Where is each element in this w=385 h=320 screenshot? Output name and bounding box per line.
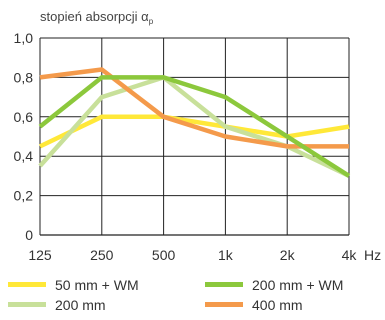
x-tick-label: 4k: [342, 247, 358, 263]
series-line: [39, 114, 350, 149]
y-axis-label: stopień absorpcji αp: [40, 9, 154, 26]
legend: 50 mm + WM 200 mm + WM 200 mm 400 mm: [8, 277, 343, 313]
series-lines: [38, 67, 351, 178]
legend-swatch: [205, 282, 243, 287]
chart-grid: [39, 37, 350, 236]
chart-axes: 0 0,2 0,4 0,6 0,8 1,0 125 250 500 1k 2k 4k Hz: [14, 30, 382, 263]
x-tick-label: 250: [90, 247, 114, 263]
legend-label: 200 mm + WM: [252, 277, 343, 293]
y-tick-label: 1,0: [14, 30, 34, 46]
x-tick-label: 500: [152, 247, 176, 263]
legend-label: 200 mm: [55, 297, 106, 313]
x-tick-label: 125: [28, 247, 52, 263]
y-tick-label: 0,2: [14, 188, 34, 204]
x-tick-label: 1k: [218, 247, 234, 263]
series-line: [39, 67, 349, 149]
y-tick-label: 0,8: [14, 69, 34, 85]
x-tick-label: 2k: [280, 247, 296, 263]
series-line: [38, 75, 351, 178]
legend-swatch: [205, 302, 243, 307]
y-tick-label: 0: [25, 227, 33, 243]
legend-label: 400 mm: [252, 297, 303, 313]
y-tick-label: 0,6: [14, 109, 34, 125]
legend-swatch: [8, 302, 46, 307]
x-axis-unit: Hz: [364, 247, 381, 263]
legend-swatch: [8, 282, 46, 287]
y-tick-label: 0,4: [14, 148, 34, 164]
legend-label: 50 mm + WM: [55, 277, 139, 293]
series-line: [38, 75, 350, 178]
